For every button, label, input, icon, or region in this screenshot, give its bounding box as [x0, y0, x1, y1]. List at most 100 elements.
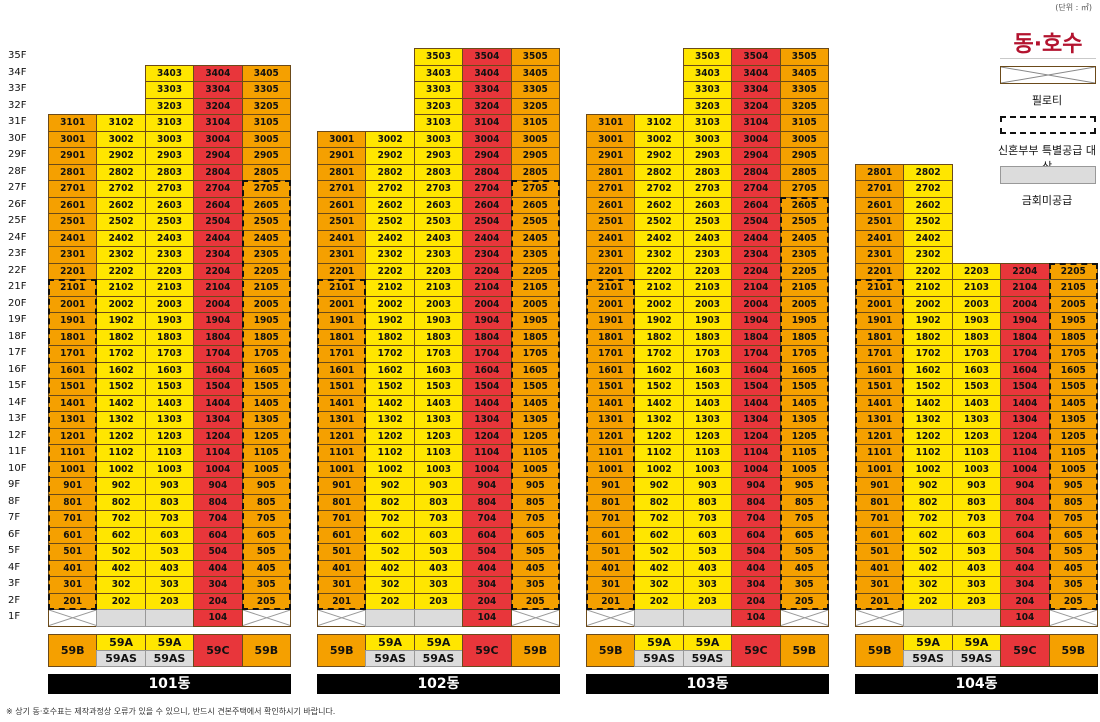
unit-cell[interactable]: 2302 [96, 246, 146, 264]
unit-cell[interactable]: 3204 [462, 97, 512, 115]
unit-cell[interactable]: 802 [903, 493, 953, 511]
unit-cell[interactable]: 1204 [1000, 427, 1050, 445]
unit-cell[interactable]: 2304 [462, 246, 512, 264]
unit-cell[interactable]: 2104 [193, 279, 243, 297]
unit-cell[interactable]: 705 [779, 510, 829, 528]
unit-cell[interactable]: 2701 [855, 180, 905, 198]
unit-cell[interactable]: 1201 [317, 427, 367, 445]
unit-cell[interactable]: 3203 [144, 97, 195, 115]
unit-cell[interactable]: 1801 [317, 328, 367, 346]
unit-cell[interactable]: 1605 [241, 361, 291, 379]
unit-cell[interactable]: 3304 [193, 81, 243, 99]
unit-cell[interactable]: 1802 [365, 328, 415, 346]
unit-cell[interactable]: 501 [586, 543, 636, 561]
unit-cell[interactable]: 1403 [951, 394, 1002, 412]
unit-cell[interactable]: 702 [96, 510, 146, 528]
unit-cell[interactable]: 1705 [1048, 345, 1098, 363]
unit-cell[interactable]: 601 [317, 526, 367, 544]
unit-cell[interactable]: 1504 [731, 378, 781, 396]
unit-cell[interactable]: 2002 [903, 295, 953, 313]
unit-cell[interactable]: 3204 [731, 97, 781, 115]
unit-cell[interactable]: 1101 [855, 444, 905, 462]
unit-cell[interactable]: 3102 [96, 114, 146, 132]
unit-cell[interactable]: 2701 [317, 180, 367, 198]
unit-cell[interactable]: 1102 [96, 444, 146, 462]
unit-cell[interactable]: 402 [634, 559, 684, 577]
unit-cell[interactable]: 2402 [634, 229, 684, 247]
unit-cell[interactable]: 505 [241, 543, 291, 561]
unit-cell[interactable]: 2805 [241, 163, 291, 181]
unit-cell[interactable]: 2502 [365, 213, 415, 231]
unit-cell[interactable]: 905 [510, 477, 560, 495]
unit-cell[interactable]: 405 [1048, 559, 1098, 577]
unit-cell[interactable]: 504 [462, 543, 512, 561]
unit-cell[interactable]: 2204 [193, 262, 243, 280]
unit-cell[interactable]: 1405 [510, 394, 560, 412]
unit-cell[interactable]: 502 [903, 543, 953, 561]
unit-cell[interactable]: 1103 [413, 444, 464, 462]
unit-cell[interactable]: 605 [510, 526, 560, 544]
unit-cell[interactable]: 1801 [586, 328, 636, 346]
unit-cell[interactable]: 1601 [586, 361, 636, 379]
unit-cell[interactable]: 2104 [1000, 279, 1050, 297]
unit-cell[interactable]: 801 [317, 493, 367, 511]
unit-cell[interactable]: 902 [96, 477, 146, 495]
unit-cell[interactable]: 304 [1000, 576, 1050, 594]
unit-cell[interactable]: 1904 [193, 312, 243, 330]
unit-cell[interactable]: 1105 [1048, 444, 1098, 462]
unit-cell[interactable]: 1705 [241, 345, 291, 363]
unit-cell[interactable]: 904 [731, 477, 781, 495]
unit-cell[interactable]: 2205 [779, 262, 829, 280]
unit-cell[interactable]: 1501 [317, 378, 367, 396]
unit-cell[interactable]: 505 [779, 543, 829, 561]
unit-cell[interactable]: 2903 [413, 147, 464, 165]
unit-cell[interactable]: 904 [193, 477, 243, 495]
unit-cell[interactable]: 804 [193, 493, 243, 511]
unit-cell[interactable]: 2702 [365, 180, 415, 198]
unit-cell[interactable]: 1901 [855, 312, 905, 330]
unit-cell[interactable]: 2904 [731, 147, 781, 165]
unit-cell[interactable]: 3503 [682, 48, 733, 66]
unit-cell[interactable]: 1803 [682, 328, 733, 346]
unit-cell[interactable]: 1005 [510, 460, 560, 478]
unit-cell[interactable]: 1402 [903, 394, 953, 412]
unit-cell[interactable]: 2602 [634, 196, 684, 214]
unit-cell[interactable]: 2003 [682, 295, 733, 313]
unit-cell[interactable]: 1003 [682, 460, 733, 478]
unit-cell[interactable]: 2103 [144, 279, 195, 297]
unit-cell[interactable]: 1604 [462, 361, 512, 379]
unit-cell[interactable]: 1605 [1048, 361, 1098, 379]
unit-cell[interactable]: 304 [462, 576, 512, 594]
unit-cell[interactable]: 2801 [48, 163, 98, 181]
unit-cell[interactable]: 2804 [462, 163, 512, 181]
unit-cell[interactable]: 1603 [682, 361, 733, 379]
unit-cell[interactable]: 1504 [193, 378, 243, 396]
unit-cell[interactable]: 802 [96, 493, 146, 511]
unit-cell[interactable]: 2701 [586, 180, 636, 198]
unit-cell[interactable]: 2603 [682, 196, 733, 214]
unit-cell[interactable]: 2905 [779, 147, 829, 165]
unit-cell[interactable]: 3305 [241, 81, 291, 99]
unit-cell[interactable]: 2605 [779, 196, 829, 214]
unit-cell[interactable]: 1903 [682, 312, 733, 330]
unit-cell[interactable]: 1203 [951, 427, 1002, 445]
unit-cell[interactable]: 203 [144, 592, 195, 610]
unit-cell[interactable]: 1204 [193, 427, 243, 445]
unit-cell[interactable]: 1101 [586, 444, 636, 462]
unit-cell[interactable]: 2601 [48, 196, 98, 214]
unit-cell[interactable]: 901 [855, 477, 905, 495]
unit-cell[interactable]: 3403 [413, 64, 464, 82]
unit-cell[interactable]: 2001 [317, 295, 367, 313]
unit-cell[interactable]: 3104 [462, 114, 512, 132]
unit-cell[interactable]: 1905 [510, 312, 560, 330]
unit-cell[interactable]: 2703 [682, 180, 733, 198]
unit-cell[interactable]: 2104 [731, 279, 781, 297]
unit-cell[interactable]: 1304 [193, 411, 243, 429]
unit-cell[interactable]: 1104 [1000, 444, 1050, 462]
unit-cell[interactable]: 2505 [510, 213, 560, 231]
unit-cell[interactable]: 403 [682, 559, 733, 577]
unit-cell[interactable]: 1505 [510, 378, 560, 396]
unit-cell[interactable]: 2802 [365, 163, 415, 181]
unit-cell[interactable]: 201 [586, 592, 636, 610]
unit-cell[interactable]: 1901 [48, 312, 98, 330]
